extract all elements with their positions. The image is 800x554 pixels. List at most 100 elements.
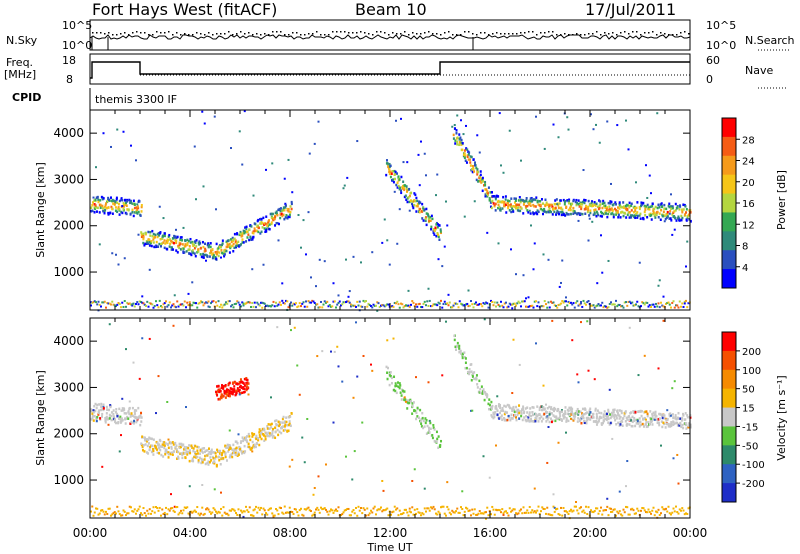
heatmap-cell	[242, 381, 245, 384]
heatmap-cell	[559, 414, 562, 418]
heatmap-cell	[146, 300, 149, 303]
heatmap-cell	[410, 303, 412, 306]
heatmap-cell	[242, 386, 245, 389]
heatmap-cell	[97, 413, 100, 416]
heatmap-cell	[178, 243, 181, 247]
heatmap-cell	[198, 456, 201, 460]
heatmap-cell	[607, 212, 610, 216]
heatmap-cell	[243, 451, 246, 455]
heatmap-cell	[580, 207, 583, 211]
heatmap-cell	[193, 246, 196, 250]
heatmap-cell	[634, 424, 637, 428]
heatmap-cell	[104, 419, 107, 422]
heatmap-cell	[662, 295, 665, 298]
heatmap-cell	[543, 147, 546, 150]
heatmap-cell	[222, 457, 225, 460]
heatmap-cell	[140, 210, 143, 213]
heatmap-cell	[543, 412, 546, 416]
heatmap-cell	[520, 159, 522, 162]
heatmap-cell	[261, 513, 264, 516]
heatmap-cell	[278, 506, 281, 509]
heatmap-cell	[193, 252, 196, 255]
heatmap-cell	[236, 232, 239, 236]
heatmap-cell	[411, 506, 414, 509]
heatmap-cell	[125, 417, 128, 420]
heatmap-cell	[130, 144, 132, 147]
heatmap-cell	[538, 512, 541, 515]
heatmap-cell	[679, 205, 682, 208]
heatmap-cell	[197, 512, 200, 515]
heatmap-cell	[421, 512, 424, 515]
heatmap-cell	[92, 409, 95, 412]
heatmap-cell	[167, 456, 170, 459]
heatmap-cell	[233, 232, 236, 236]
heatmap-cell	[175, 306, 177, 309]
heatmap-cell	[446, 224, 449, 227]
heatmap-cell	[458, 133, 461, 136]
heatmap-cell	[230, 245, 233, 248]
heatmap-cell	[199, 242, 202, 245]
heatmap-cell	[465, 303, 467, 306]
heatmap-cell	[388, 263, 391, 266]
heatmap-cell	[178, 511, 181, 514]
heatmap-cell	[512, 302, 515, 305]
nsearch-dot	[180, 34, 182, 36]
heatmap-cell	[256, 511, 259, 514]
heatmap-cell	[685, 211, 688, 214]
heatmap-cell	[200, 457, 203, 461]
heatmap-cell	[657, 302, 660, 305]
heatmap-cell	[123, 257, 126, 260]
heatmap-cell	[153, 236, 156, 239]
heatmap-cell	[146, 239, 149, 243]
heatmap-cell	[347, 300, 350, 303]
heatmap-cell	[518, 363, 521, 366]
heatmap-cell	[150, 450, 153, 454]
heatmap-cell	[156, 304, 159, 307]
heatmap-cell	[228, 389, 231, 393]
heatmap-cell	[496, 413, 499, 416]
heatmap-cell	[621, 420, 624, 423]
heatmap-cell	[144, 232, 147, 235]
heatmap-cell	[197, 250, 200, 253]
heatmap-cell	[429, 216, 432, 219]
heatmap-cell	[587, 239, 590, 242]
heatmap-cell	[657, 417, 660, 421]
heatmap-cell	[179, 238, 182, 241]
heatmap-cell	[153, 305, 156, 308]
heatmap-cell	[643, 210, 646, 214]
heatmap-cell	[96, 507, 99, 510]
heatmap-cell	[486, 195, 489, 198]
heatmap-cell	[118, 513, 121, 516]
heatmap-cell	[197, 459, 200, 462]
heatmap-cell	[626, 460, 629, 463]
heatmap-cell	[618, 201, 621, 204]
heatmap-cell	[241, 436, 244, 439]
heatmap-cell	[582, 299, 585, 302]
heatmap-cell	[479, 387, 482, 391]
heatmap-cell	[247, 233, 250, 236]
heatmap-cell	[120, 409, 123, 412]
heatmap-cell	[114, 206, 117, 209]
heatmap-cell	[500, 511, 502, 514]
heatmap-cell	[560, 302, 562, 305]
nsearch-dot	[668, 34, 670, 36]
freq-tick-low: 8	[66, 73, 73, 86]
heatmap-cell	[505, 510, 507, 513]
heatmap-cell	[520, 414, 523, 418]
heatmap-cell	[140, 205, 143, 209]
nsearch-dot	[304, 34, 306, 36]
heatmap-cell	[397, 303, 400, 306]
heatmap-cell	[645, 420, 648, 424]
heatmap-cell	[646, 511, 649, 514]
heatmap-cell	[156, 507, 159, 510]
heatmap-cell	[284, 428, 287, 432]
heatmap-cell	[408, 200, 411, 204]
heatmap-cell	[607, 408, 610, 412]
heatmap-cell	[401, 512, 404, 515]
heatmap-cell	[342, 511, 345, 514]
heatmap-cell	[140, 512, 142, 515]
heatmap-cell	[532, 268, 535, 271]
heatmap-cell	[455, 302, 457, 305]
heatmap-cell	[645, 418, 647, 421]
heatmap-cell	[317, 508, 320, 511]
